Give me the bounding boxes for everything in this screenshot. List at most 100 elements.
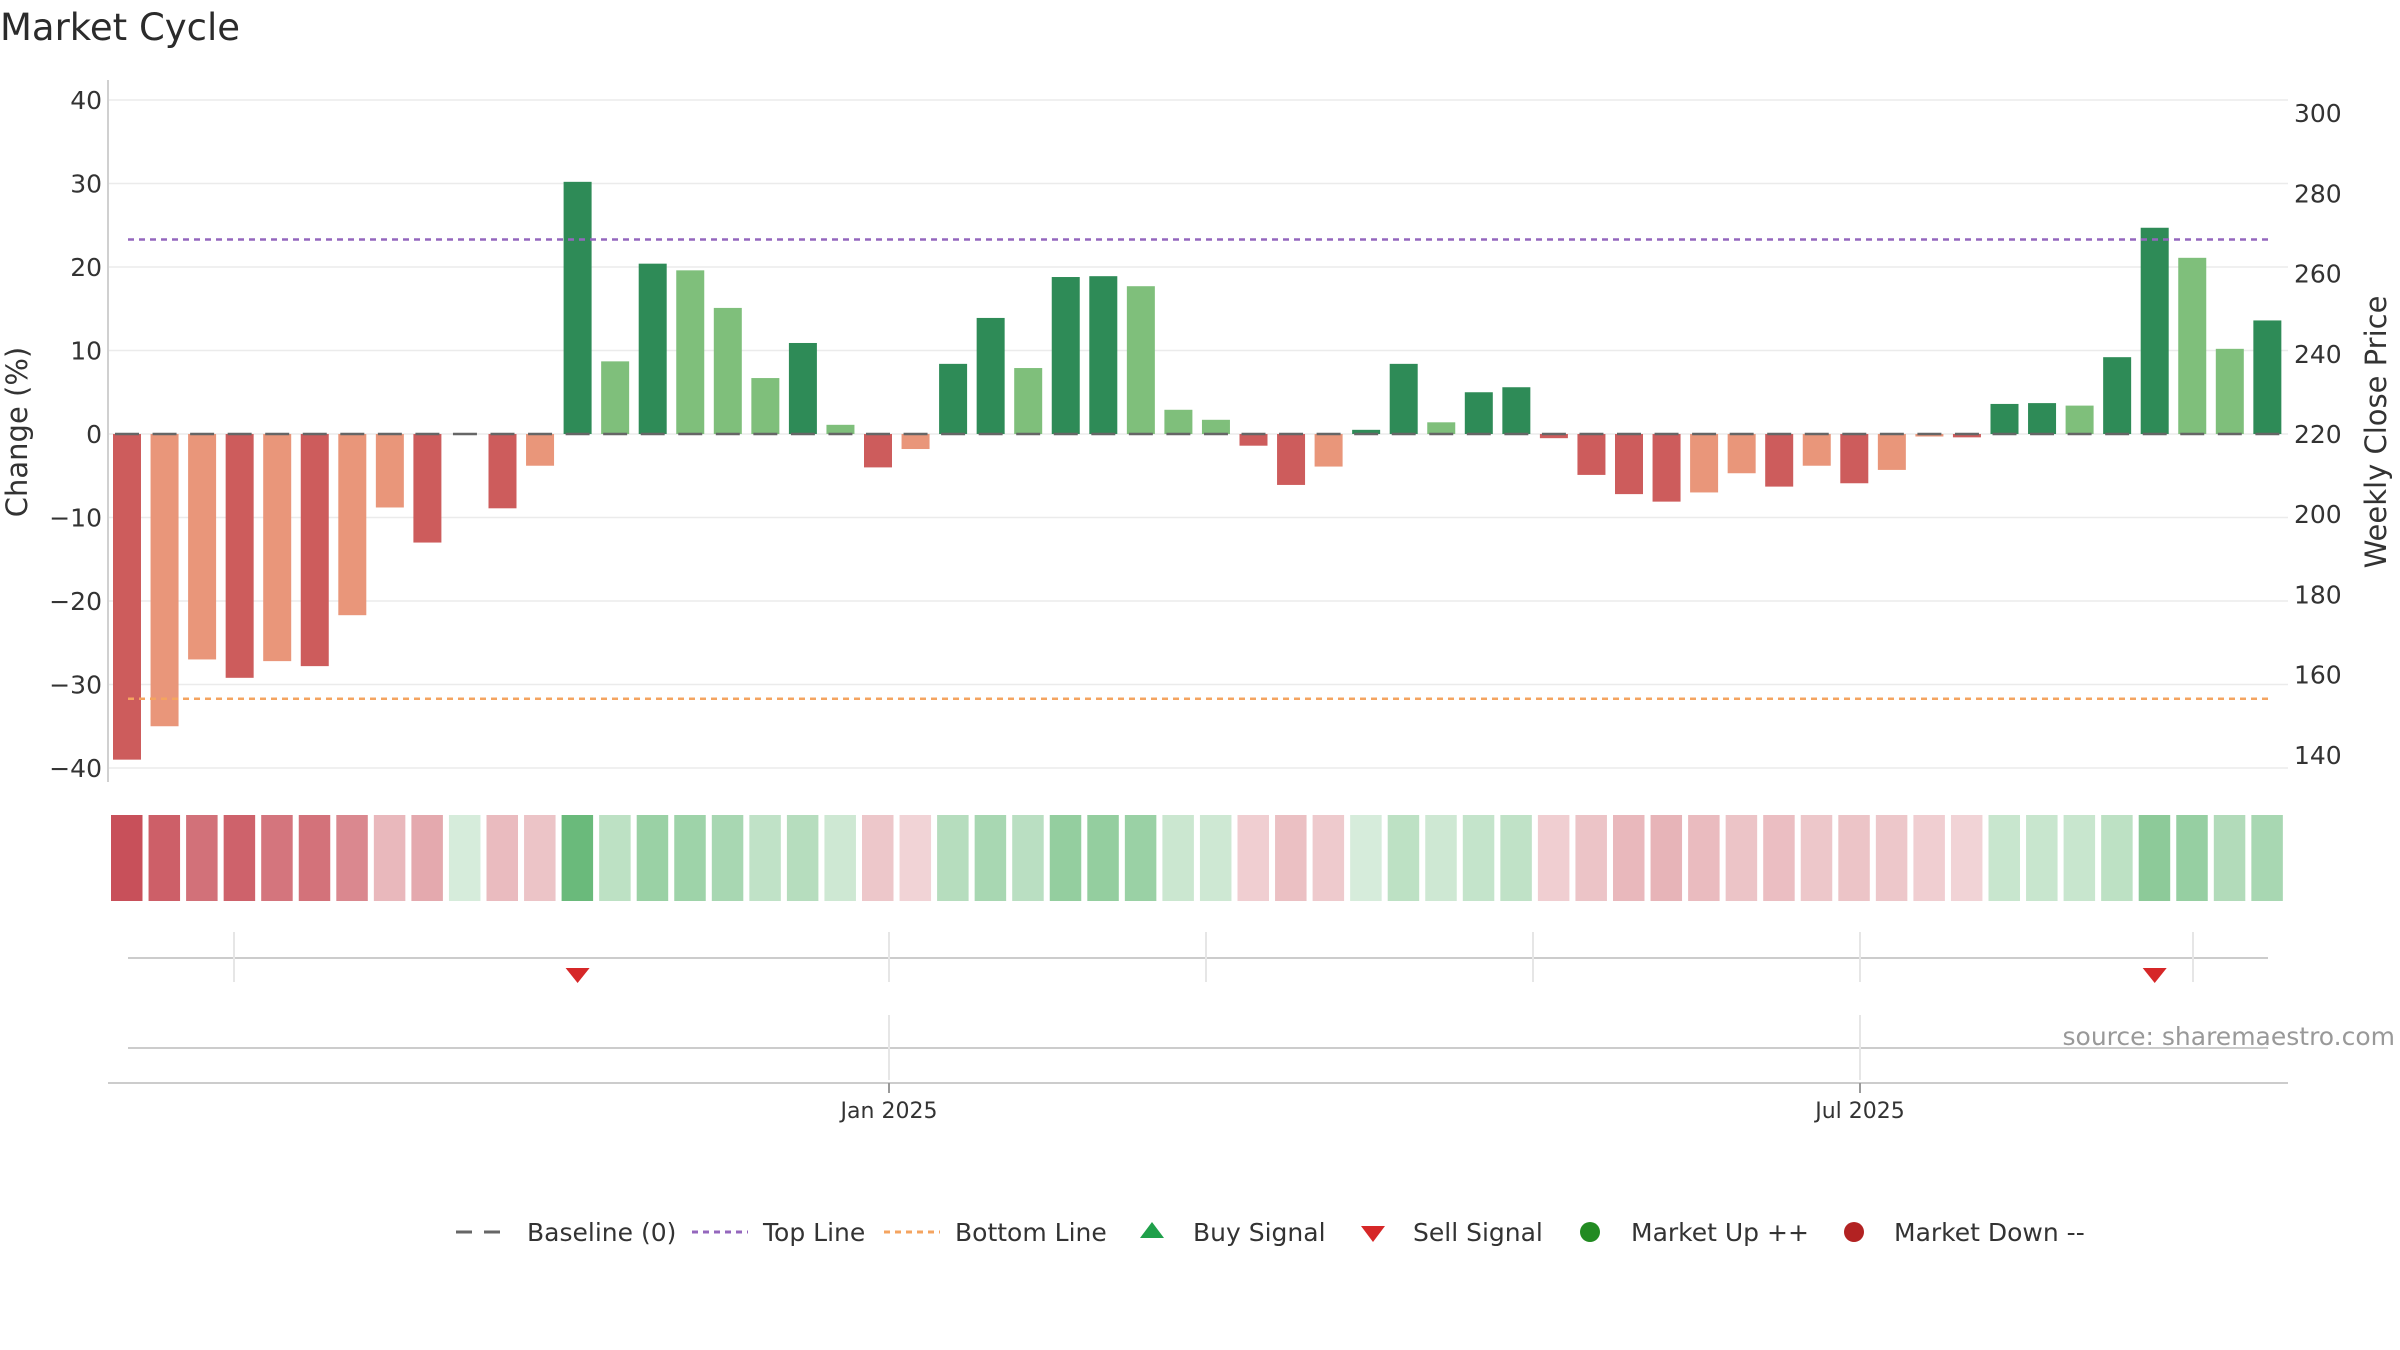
y-axis-label: Change (%) (0, 347, 34, 517)
heat-cell (1763, 815, 1795, 901)
heat-cell (448, 815, 481, 901)
legend-market-up: Market Up ++ (1580, 1218, 1809, 1247)
heat-cell (261, 815, 293, 901)
bar (225, 434, 254, 678)
heat-cell (2176, 815, 2208, 901)
x-tick-jul-2025: Jul 2025 (1813, 1099, 1905, 1124)
bar (1802, 434, 1831, 466)
bar (2140, 227, 2169, 434)
legend-sell-signal: Sell Signal (1361, 1218, 1543, 1247)
bar (188, 434, 217, 660)
heat-cell (223, 815, 256, 901)
heat-cell (1012, 815, 1044, 901)
sell-signal-markers (565, 968, 2167, 983)
bar-series (113, 181, 2282, 760)
heat-cell (636, 815, 669, 901)
bar (2215, 348, 2244, 434)
heat-cell (298, 815, 331, 901)
y-axis-ticks: 40 30 20 10 0 −10 −20 −30 −40 (49, 86, 102, 783)
heat-cell (411, 815, 443, 901)
sell-signal-marker (2142, 968, 2167, 983)
heat-cell (974, 815, 1007, 901)
bar (1690, 434, 1719, 493)
legend-baseline-label: Baseline (0) (527, 1218, 676, 1247)
bar (1539, 434, 1568, 439)
y-tick-label: −30 (49, 671, 102, 700)
heat-cell (1500, 815, 1532, 901)
source-note: source: sharemaestro.com (2063, 1022, 2396, 1051)
heat-cell (1537, 815, 1570, 901)
sell-signal-marker (565, 968, 590, 983)
heat-cell (148, 815, 181, 901)
bar (1652, 434, 1681, 502)
heat-cell (2063, 815, 2096, 901)
legend-buy-signal: Buy Signal (1140, 1218, 1326, 1247)
y2-tick-label: 220 (2294, 420, 2342, 449)
x-tick-jan-2025: Jan 2025 (839, 1099, 938, 1124)
heat-cell (599, 815, 631, 901)
bar (864, 434, 892, 468)
bar (2103, 357, 2132, 434)
x-axis: Jan 2025 Jul 2025 (108, 1082, 2288, 1124)
bar (2178, 257, 2207, 434)
bar (826, 424, 855, 434)
heat-cell (2026, 815, 2058, 901)
y-tick-label: −20 (49, 587, 102, 616)
legend-bottom-line: Bottom Line (884, 1218, 1107, 1247)
legend-baseline: Baseline (0) (456, 1218, 676, 1247)
legend-market-up-label: Market Up ++ (1631, 1218, 1809, 1247)
y-tick-label: 40 (70, 86, 102, 115)
bar (1877, 434, 1906, 470)
bar (1239, 434, 1268, 446)
heat-cell (1800, 815, 1833, 901)
bar (676, 270, 705, 434)
heat-cell (2213, 815, 2246, 901)
bar (1840, 434, 1869, 484)
buy-signal-icon (1140, 1222, 1164, 1238)
heat-cell (749, 815, 781, 901)
heat-cell (1913, 815, 1945, 901)
bar (751, 378, 780, 434)
bar (263, 434, 292, 662)
heat-cell (862, 815, 894, 901)
y-tick-label: 0 (86, 420, 102, 449)
heat-cell (937, 815, 969, 901)
heat-cell (1650, 815, 1683, 901)
bar (788, 342, 817, 434)
bar (488, 434, 517, 509)
heat-cell (1124, 815, 1157, 901)
y-tick-label: −40 (49, 754, 102, 783)
heat-cell (561, 815, 594, 901)
bar (1352, 429, 1381, 434)
heat-cell (1725, 815, 1758, 901)
market-down-icon (1844, 1222, 1864, 1242)
heat-cell (1613, 815, 1645, 901)
bar (1990, 403, 2019, 434)
bar (638, 263, 667, 434)
legend-top-line-label: Top Line (762, 1218, 865, 1247)
heat-cell (1462, 815, 1495, 901)
bar (113, 434, 141, 760)
bar (1615, 434, 1643, 495)
heat-cell (711, 815, 744, 901)
y2-tick-label: 200 (2294, 500, 2342, 529)
y2-tick-label: 140 (2294, 741, 2342, 770)
signal-panel (128, 932, 2268, 983)
bar (713, 307, 742, 434)
heat-cell (1950, 815, 1983, 901)
bar (2253, 320, 2282, 434)
heat-cell (824, 815, 856, 901)
bar (1164, 409, 1193, 434)
y2-axis-ticks: 300 280 260 240 220 200 180 160 140 (2294, 99, 2342, 770)
heat-cell (2138, 815, 2171, 901)
bar (939, 363, 968, 434)
y2-axis-label: Weekly Close Price (2359, 296, 2393, 569)
heat-cell (1688, 815, 1720, 901)
heat-cell (1875, 815, 1908, 901)
bar (563, 181, 592, 434)
heat-cell (111, 815, 143, 901)
y-tick-label: 30 (70, 170, 102, 199)
bar (1577, 434, 1606, 475)
y2-tick-label: 160 (2294, 661, 2342, 690)
bar (1915, 434, 1944, 437)
